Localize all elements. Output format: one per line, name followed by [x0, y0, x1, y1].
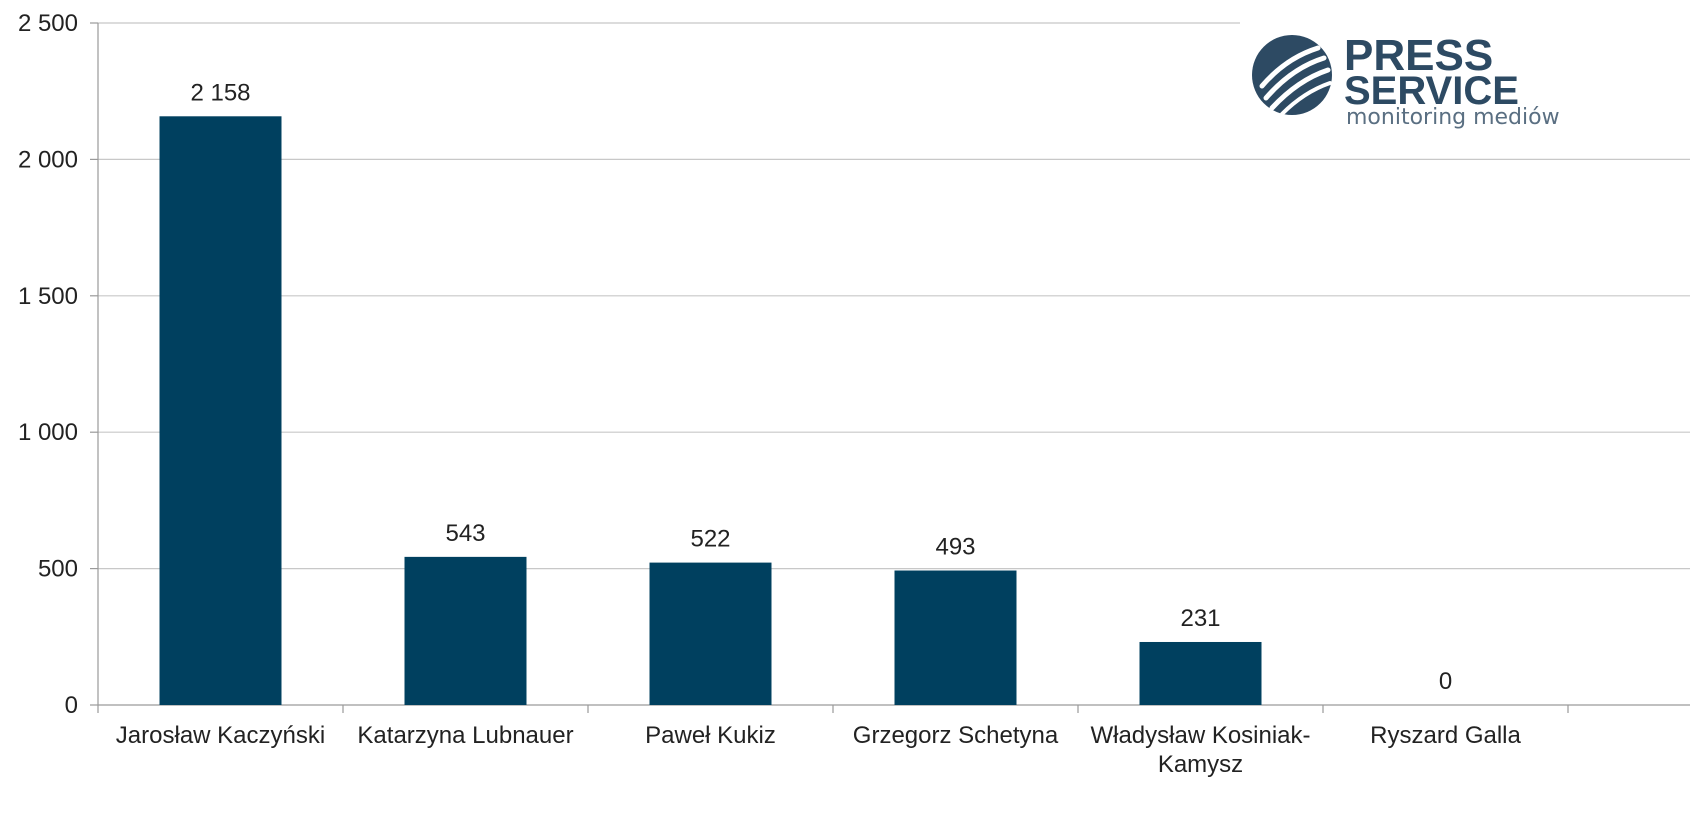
data-label: 0 — [1439, 668, 1452, 695]
x-tick-label: Paweł Kukiz — [645, 722, 776, 749]
y-axis: 0 500 1 000 1 500 2 000 2 500 — [18, 10, 99, 719]
x-tick-label-line: Jarosław Kaczyński — [116, 722, 325, 749]
data-label: 231 — [1180, 605, 1220, 632]
x-tick-label-line: Paweł Kukiz — [645, 722, 776, 749]
x-tick-label: Ryszard Galla — [1370, 722, 1521, 749]
x-tick-label-line: Grzegorz Schetyna — [853, 722, 1059, 749]
x-tick-label: Grzegorz Schetyna — [853, 722, 1059, 749]
bars — [159, 116, 1262, 705]
press-service-logo: PRESS SERVICE monitoring mediów — [1240, 18, 1690, 148]
bar — [894, 570, 1017, 705]
y-tick-label: 2 000 — [18, 146, 78, 173]
x-tick-label: Katarzyna Lubnauer — [357, 722, 573, 749]
logo-line-service: SERVICE — [1344, 69, 1519, 113]
gridlines — [98, 22, 1690, 570]
bar — [1139, 641, 1262, 705]
logo-line-press: PRESS — [1344, 31, 1493, 80]
logo-line-monitoring: monitoring mediów — [1346, 105, 1560, 130]
data-label: 493 — [935, 534, 975, 561]
data-labels: 2 158 543 522 493 231 0 — [190, 79, 1452, 695]
logo-swoosh-icon — [1252, 35, 1332, 116]
x-tick-label-line: Ryszard Galla — [1370, 722, 1521, 749]
data-label: 2 158 — [190, 79, 250, 106]
y-tick-label: 0 — [65, 692, 78, 719]
y-tick-label: 1 500 — [18, 283, 78, 310]
x-axis: Jarosław Kaczyński Katarzyna Lubnauer Pawe… — [97, 704, 1690, 778]
x-tick-label-line: Kamysz — [1158, 751, 1243, 778]
x-tick-label-line: Władysław Kosiniak- — [1090, 722, 1310, 749]
bar — [404, 556, 527, 705]
y-tick-label: 1 000 — [18, 419, 78, 446]
y-tick-label: 2 500 — [18, 10, 78, 37]
bar — [649, 562, 772, 705]
x-tick-label: Jarosław Kaczyński — [116, 722, 325, 749]
x-tick-label-line: Katarzyna Lubnauer — [357, 722, 573, 749]
data-label: 543 — [445, 520, 485, 547]
y-tick-label: 500 — [38, 556, 78, 583]
bar — [159, 116, 282, 705]
x-tick-label: Władysław Kosiniak-Kamysz — [1090, 722, 1310, 778]
data-label: 522 — [690, 526, 730, 553]
